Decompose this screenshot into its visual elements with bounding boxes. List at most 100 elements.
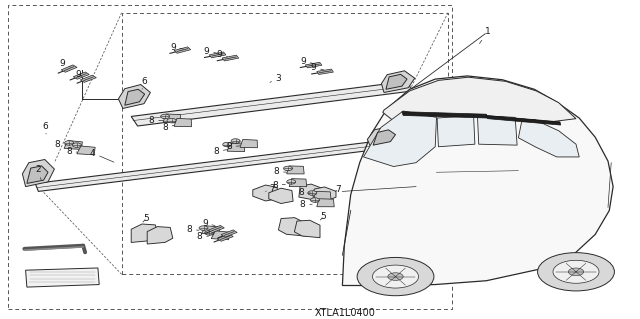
- Text: 8: 8: [300, 200, 312, 209]
- Polygon shape: [118, 85, 150, 108]
- Polygon shape: [383, 77, 576, 128]
- Polygon shape: [208, 226, 225, 233]
- Polygon shape: [147, 226, 173, 244]
- Circle shape: [72, 143, 81, 147]
- Circle shape: [285, 167, 294, 171]
- Polygon shape: [131, 224, 158, 242]
- Polygon shape: [402, 112, 488, 118]
- Circle shape: [538, 253, 614, 291]
- Text: 2: 2: [36, 165, 41, 181]
- Polygon shape: [373, 130, 396, 145]
- Polygon shape: [64, 141, 83, 150]
- Circle shape: [372, 265, 419, 288]
- Polygon shape: [77, 146, 95, 155]
- Circle shape: [357, 257, 434, 296]
- Polygon shape: [26, 268, 99, 287]
- Polygon shape: [364, 111, 436, 167]
- Text: 8: 8: [67, 147, 77, 156]
- Text: 5: 5: [320, 212, 326, 221]
- Polygon shape: [209, 52, 226, 58]
- Circle shape: [287, 180, 296, 184]
- Polygon shape: [437, 115, 475, 147]
- Circle shape: [200, 226, 209, 231]
- Circle shape: [199, 226, 208, 230]
- Circle shape: [308, 191, 317, 195]
- Polygon shape: [35, 139, 400, 191]
- Circle shape: [162, 115, 171, 119]
- Polygon shape: [227, 143, 244, 152]
- Polygon shape: [518, 120, 579, 157]
- Circle shape: [224, 143, 233, 147]
- Text: 8: 8: [214, 147, 228, 156]
- Text: 8: 8: [187, 225, 199, 234]
- Text: 8: 8: [197, 232, 209, 241]
- Text: 9: 9: [204, 47, 218, 56]
- Circle shape: [206, 231, 215, 236]
- Polygon shape: [125, 89, 145, 105]
- Polygon shape: [305, 62, 322, 68]
- Text: 9: 9: [217, 50, 227, 59]
- Polygon shape: [317, 69, 333, 74]
- Circle shape: [205, 231, 214, 235]
- Polygon shape: [240, 139, 257, 148]
- Text: 5: 5: [143, 214, 148, 223]
- Circle shape: [309, 191, 318, 196]
- Circle shape: [388, 273, 403, 280]
- Polygon shape: [22, 160, 54, 187]
- Polygon shape: [73, 72, 90, 79]
- Circle shape: [74, 144, 83, 148]
- Text: 6: 6: [141, 77, 147, 89]
- Text: 7: 7: [266, 184, 275, 193]
- Text: 9: 9: [170, 43, 183, 52]
- Polygon shape: [299, 184, 323, 199]
- Polygon shape: [381, 71, 415, 93]
- Circle shape: [161, 114, 170, 119]
- Circle shape: [167, 118, 176, 123]
- Polygon shape: [211, 231, 230, 240]
- Polygon shape: [317, 199, 334, 207]
- Circle shape: [231, 139, 240, 143]
- Polygon shape: [486, 115, 561, 125]
- Polygon shape: [163, 114, 180, 122]
- Polygon shape: [253, 185, 278, 201]
- Circle shape: [66, 141, 75, 146]
- Circle shape: [65, 141, 74, 145]
- Polygon shape: [287, 166, 304, 174]
- Polygon shape: [131, 81, 413, 126]
- Circle shape: [232, 139, 241, 144]
- Polygon shape: [294, 220, 320, 238]
- Text: 9: 9: [202, 219, 215, 228]
- Polygon shape: [367, 126, 403, 148]
- Circle shape: [312, 198, 321, 203]
- Circle shape: [568, 268, 584, 276]
- Circle shape: [223, 142, 232, 147]
- Polygon shape: [27, 166, 48, 183]
- Polygon shape: [386, 74, 407, 89]
- Text: 8: 8: [55, 140, 66, 149]
- Text: 9: 9: [301, 57, 314, 66]
- Text: 4: 4: [90, 149, 114, 162]
- Polygon shape: [269, 188, 293, 204]
- Text: 6: 6: [43, 122, 48, 134]
- Text: 8: 8: [274, 167, 287, 176]
- Polygon shape: [278, 218, 305, 236]
- Polygon shape: [477, 115, 517, 145]
- Polygon shape: [217, 234, 234, 241]
- Text: 9: 9: [60, 59, 70, 68]
- Circle shape: [288, 180, 297, 185]
- Text: 9: 9: [311, 63, 324, 72]
- Text: XTLA1L0400: XTLA1L0400: [315, 308, 376, 318]
- Text: 7: 7: [335, 185, 340, 194]
- Text: 3: 3: [270, 74, 281, 83]
- Text: 8: 8: [298, 189, 311, 197]
- Polygon shape: [202, 226, 220, 235]
- Polygon shape: [313, 187, 336, 202]
- Polygon shape: [61, 65, 77, 72]
- Circle shape: [284, 166, 292, 171]
- Text: 8: 8: [273, 181, 285, 189]
- Text: 8: 8: [163, 123, 174, 132]
- Circle shape: [168, 119, 177, 123]
- Text: 8: 8: [227, 142, 240, 151]
- Polygon shape: [174, 118, 191, 127]
- Text: 1: 1: [479, 27, 490, 43]
